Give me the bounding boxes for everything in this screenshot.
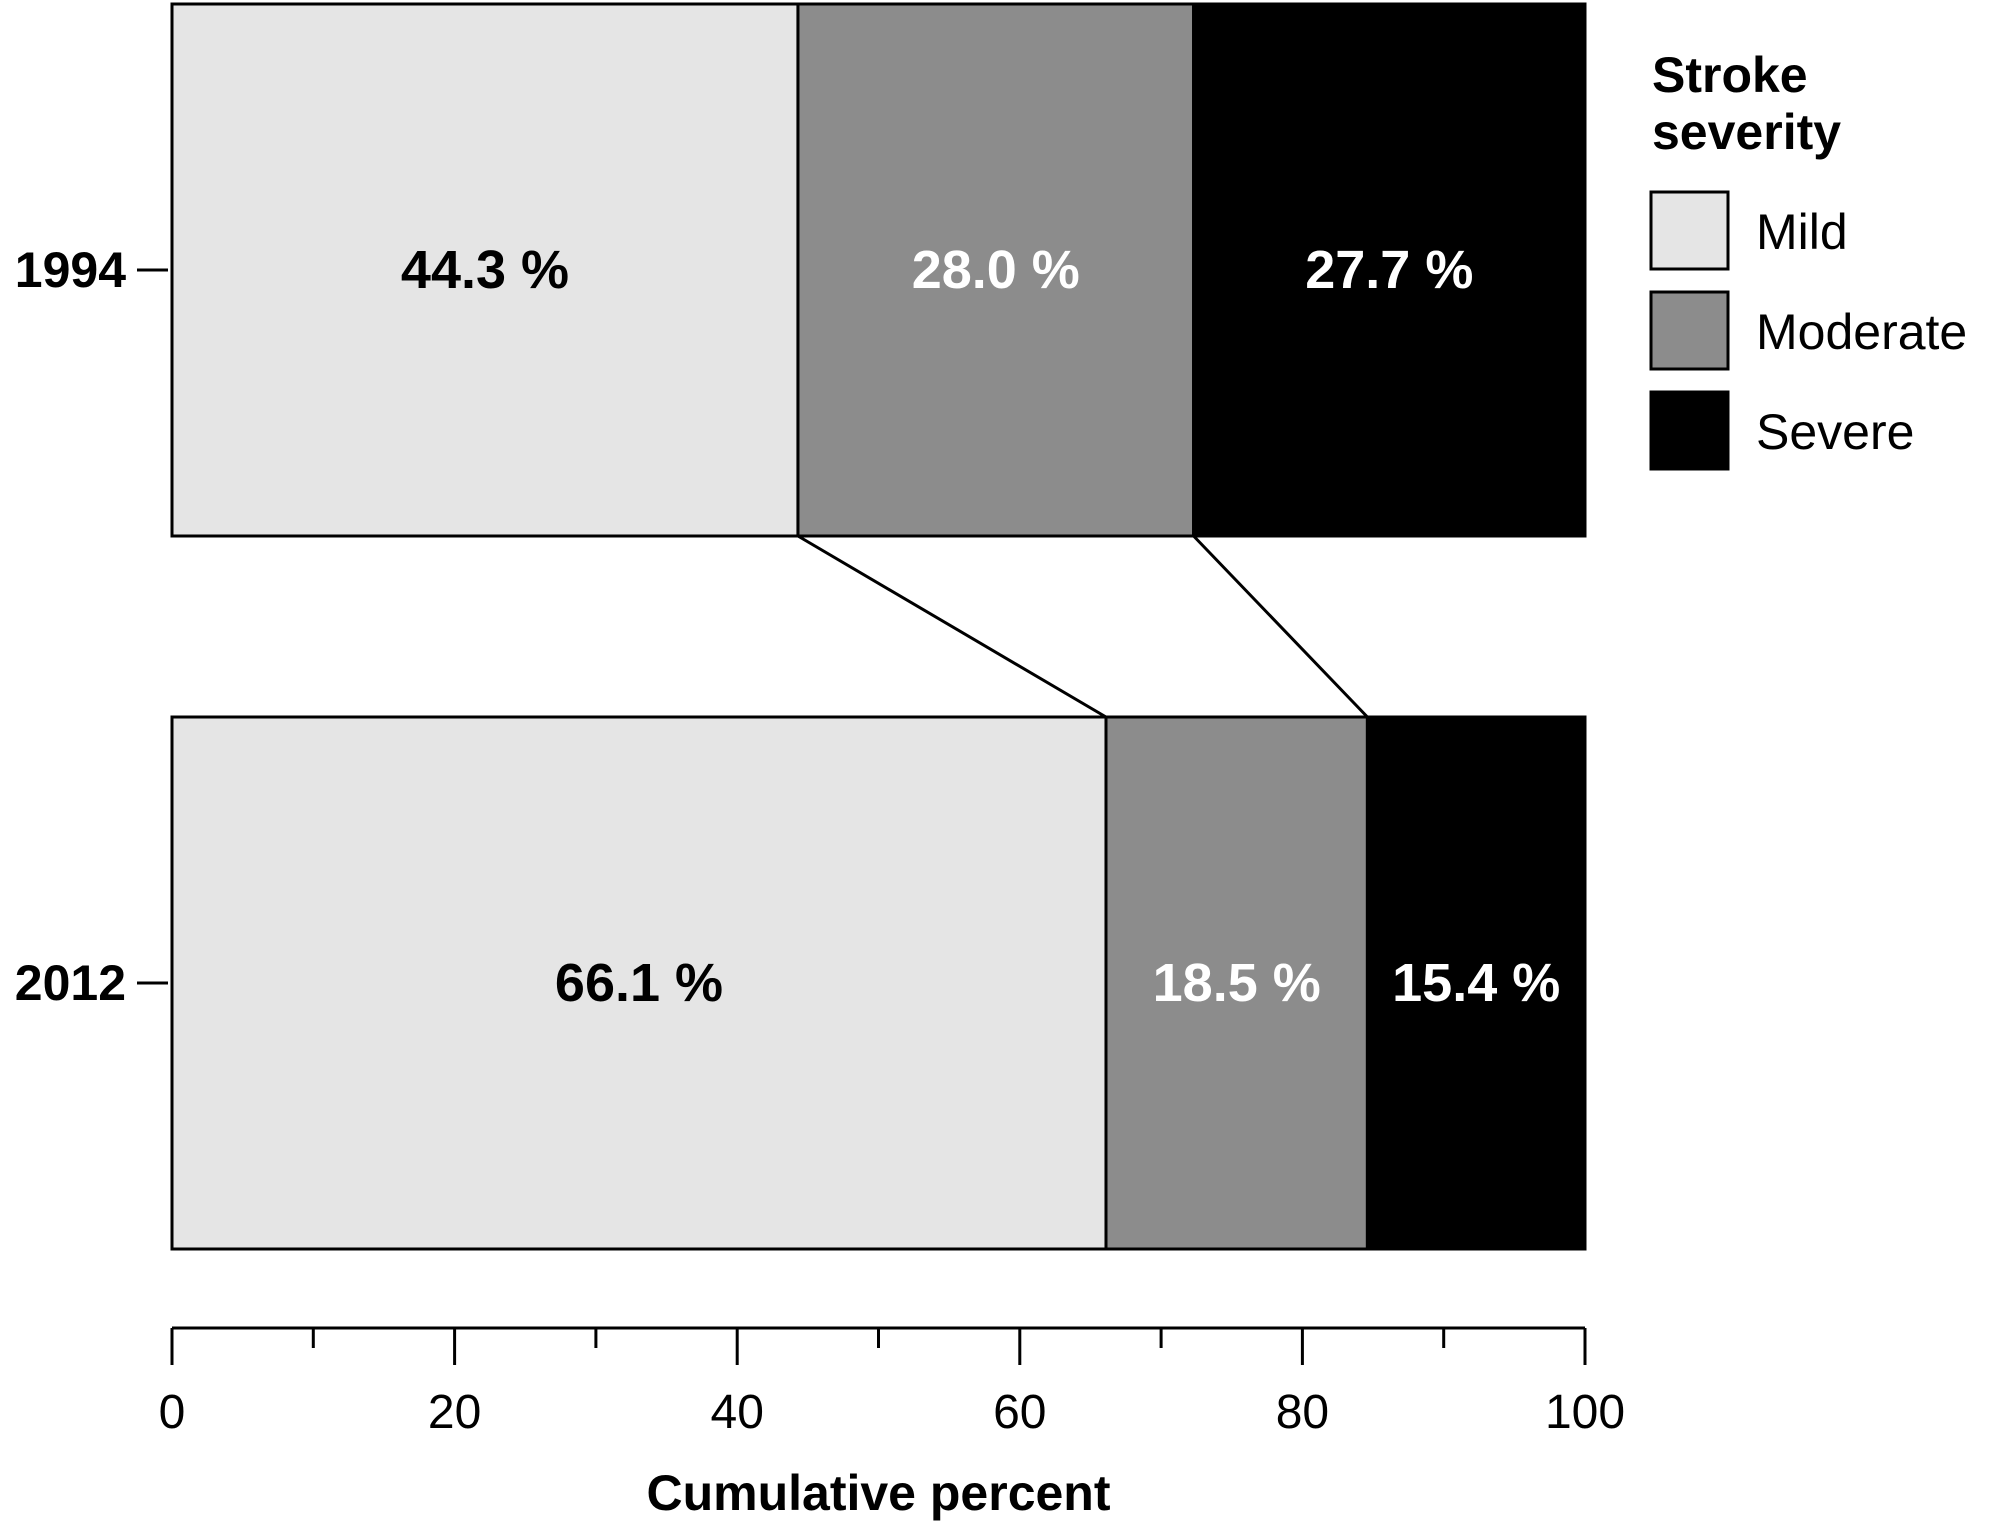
bar-segment-moderate-1994 [796, 2, 1196, 538]
x-tick-label-40: 40 [711, 1386, 764, 1439]
bar-segment-severe-1994 [1192, 2, 1587, 538]
legend-item-severe: Severe [1649, 390, 1914, 471]
bar-segment-severe-2012 [1365, 715, 1587, 1251]
data-label-mild-2012: 66.1 % [555, 953, 723, 1013]
x-axis: 0 20 40 60 80 100 [159, 1326, 1625, 1439]
legend-label-severe: Severe [1756, 404, 1914, 460]
legend-item-mild: Mild [1649, 190, 1848, 271]
legend-swatch-moderate [1649, 290, 1730, 371]
category-label-1994: 1994 [15, 242, 126, 298]
legend: Stroke severity Mild Moderate Severe [1649, 47, 1967, 471]
data-label-severe-2012: 15.4 % [1392, 953, 1560, 1013]
connector-line-2 [1192, 534, 1369, 719]
data-label-severe-1994: 27.7 % [1305, 240, 1473, 300]
bars-layer: 44.3 % 28.0 % 27.7 % 66.1 % 18.5 % 15.4 % [170, 2, 1587, 1251]
x-tick-label-20: 20 [428, 1386, 481, 1439]
bar-segment-moderate-2012 [1104, 715, 1369, 1251]
x-tick-label-60: 60 [993, 1386, 1046, 1439]
x-tick-label-0: 0 [159, 1386, 186, 1439]
data-label-moderate-2012: 18.5 % [1153, 953, 1321, 1013]
legend-label-moderate: Moderate [1756, 304, 1967, 360]
x-tick-label-80: 80 [1276, 1386, 1329, 1439]
legend-swatch-severe [1649, 390, 1730, 471]
bar-row-2012: 66.1 % 18.5 % 15.4 % [170, 715, 1587, 1251]
connector-line-1 [797, 534, 1107, 719]
legend-title-line-1: Stroke [1652, 47, 1808, 103]
legend-label-mild: Mild [1756, 204, 1848, 260]
connector-lines [797, 534, 1369, 719]
legend-title-line-2: severity [1652, 104, 1841, 160]
data-label-moderate-1994: 28.0 % [912, 240, 1080, 300]
x-axis-title: Cumulative percent [646, 1465, 1110, 1521]
legend-title: Stroke severity [1652, 47, 1841, 160]
x-tick-label-100: 100 [1545, 1386, 1625, 1439]
category-axis: 1994 2012 [15, 242, 168, 1011]
legend-item-moderate: Moderate [1649, 290, 1967, 371]
legend-swatch-mild [1649, 190, 1730, 271]
data-label-mild-1994: 44.3 % [401, 240, 569, 300]
category-label-2012: 2012 [15, 955, 126, 1011]
bar-segment-mild-1994 [170, 2, 800, 538]
bar-row-1994: 44.3 % 28.0 % 27.7 % [170, 2, 1587, 538]
bar-segment-mild-2012 [170, 715, 1108, 1251]
legend-items: Mild Moderate Severe [1649, 190, 1967, 471]
